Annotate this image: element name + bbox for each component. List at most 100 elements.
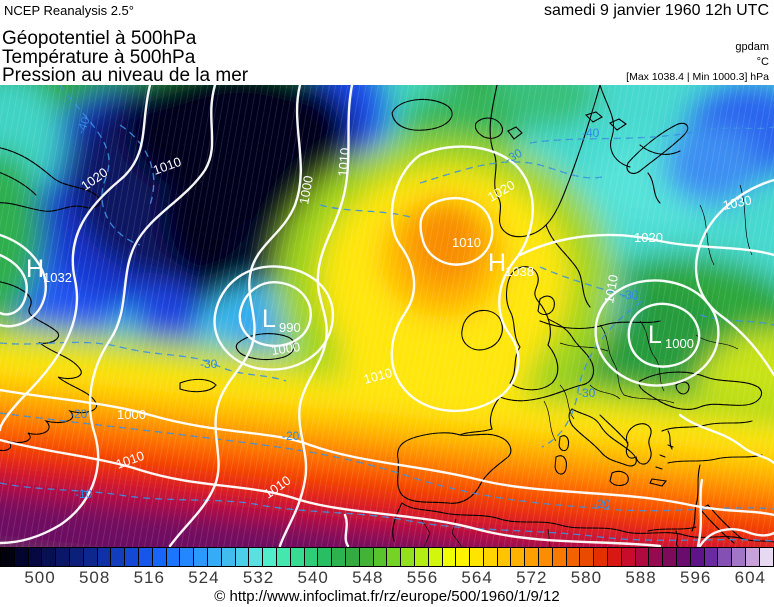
pressure-center-value: 1032 (43, 270, 72, 285)
isobar-label: 1000 (270, 339, 301, 358)
colorbar-cell (607, 548, 621, 566)
unit-gpdam: gpdam (735, 41, 769, 53)
temperature-label: -30 (200, 357, 218, 371)
colorbar-cell (745, 548, 759, 566)
geopotential-colorbar (0, 547, 774, 567)
colorbar-tick-label: 588 (625, 568, 657, 587)
colorbar-cell (538, 548, 552, 566)
colorbar-cell (110, 548, 125, 566)
layer-temperature: Température à 500hPa (2, 46, 196, 68)
colorbar-cell (358, 548, 373, 566)
valid-datetime: samedi 9 janvier 1960 12h UTC (543, 2, 769, 19)
colorbar-tick-label: 500 (24, 568, 56, 587)
colorbar-cell (344, 548, 359, 566)
isobar-label: 1000 (117, 407, 146, 422)
colorbar-cell (620, 548, 635, 566)
colorbar-cell (565, 548, 580, 566)
colorbar-cell (124, 548, 138, 566)
colorbar-cell (96, 548, 111, 566)
isobar-label: 1020 (634, 230, 663, 245)
source-credit: © http://www.infoclimat.fr/rz/europe/500… (214, 588, 560, 605)
colorbar-cell (648, 548, 663, 566)
colorbar-tick-label: 540 (297, 568, 329, 587)
isobar-label: 1010 (452, 235, 481, 250)
colorbar-cell (455, 548, 470, 566)
colorbar-cell (372, 548, 387, 566)
colorbar-cell (496, 548, 511, 566)
colorbar-tick-label: 604 (734, 568, 766, 587)
colorbar-cell (331, 548, 345, 566)
colorbar-cell (137, 548, 152, 566)
colorbar-cell (317, 548, 332, 566)
colorbar-tick-label: 596 (679, 568, 712, 587)
colorbar-cell (510, 548, 525, 566)
colorbar-cell (13, 548, 28, 566)
colorbar-tick-label: 556 (406, 568, 439, 587)
isobar-label: 1010 (362, 365, 394, 387)
colorbar-cell (413, 548, 428, 566)
temperature-label: -20 (593, 497, 611, 511)
colorbar-tick-label: 516 (133, 568, 165, 587)
isobar-label: 1010 (335, 147, 352, 177)
unit-labels: gpdam °C [Max 1038.4 | Min 1000.3] hPa (626, 40, 769, 85)
temperature-label: -30 (578, 386, 596, 400)
pressure-center-letter: L (648, 321, 662, 349)
colorbar-tick-label: 532 (242, 568, 275, 587)
colorbar-cell (151, 548, 166, 566)
isobars (0, 85, 774, 547)
colorbar-cell (248, 548, 263, 566)
colorbar-cell (579, 548, 594, 566)
pressure-center-letter: H (488, 249, 506, 277)
colorbar-cell (551, 548, 566, 566)
pressure-center-value: 990 (279, 320, 301, 335)
layer-titles: Géopotentiel à 500hPa Température à 500h… (2, 29, 249, 86)
colorbar-cell (262, 548, 276, 566)
synoptic-map: 1020 1010 1010 1000 1020 1030 1020 1010 1010 1000… (0, 85, 774, 547)
colorbar-cell (193, 548, 207, 566)
pressure-center-letter: L (262, 305, 276, 333)
colorbar-cell (41, 548, 56, 566)
temperature-label: -20 (70, 407, 88, 421)
pressure-center-value: 1038 (505, 264, 534, 279)
temperature-label: -40 (582, 126, 600, 140)
colorbar-cell (27, 548, 42, 566)
colorbar-cell (289, 548, 304, 566)
colorbar-cell (275, 548, 290, 566)
temperature-label: -30 (621, 288, 639, 302)
colorbar-cell (234, 548, 249, 566)
colorbar-cell (758, 548, 774, 566)
colorbar-tick-label: 548 (352, 568, 384, 587)
colorbar-cell (55, 548, 69, 566)
colorbar-tick-label: 580 (570, 568, 603, 587)
unit-celsius: °C (756, 56, 769, 68)
isobar-label: 1010 (601, 273, 621, 304)
colorbar-cell (717, 548, 732, 566)
product-title: NCEP Reanalysis 2.5° (4, 3, 134, 18)
isobar-label: 1000 (296, 174, 316, 205)
isobar-label: 1030 (722, 192, 753, 213)
colorbar-cell (400, 548, 414, 566)
colorbar-cell (662, 548, 677, 566)
colorbar-cell (165, 548, 180, 566)
colorbar-cell (676, 548, 690, 566)
layer-mslp: Pression au niveau de la mer (2, 65, 249, 86)
pressure-center-letter: H (26, 255, 44, 283)
colorbar-tick-label: 572 (516, 568, 548, 587)
coastlines (0, 85, 774, 547)
colorbar-cell (703, 548, 718, 566)
colorbar-cell (179, 548, 194, 566)
colorbar-cell (731, 548, 746, 566)
colorbar-cell (634, 548, 649, 566)
temperature-contours (0, 85, 774, 542)
colorbar-tick-label: 524 (188, 568, 220, 587)
temperature-label: -40 (74, 115, 93, 136)
colorbar-cell (206, 548, 221, 566)
colorbar-cell (689, 548, 704, 566)
pressure-max-min: [Max 1038.4 | Min 1000.3] hPa (626, 71, 769, 83)
colorbar-cell (469, 548, 483, 566)
colorbar-cell (482, 548, 497, 566)
colorbar-cell (386, 548, 401, 566)
colorbar-cell (0, 548, 14, 566)
